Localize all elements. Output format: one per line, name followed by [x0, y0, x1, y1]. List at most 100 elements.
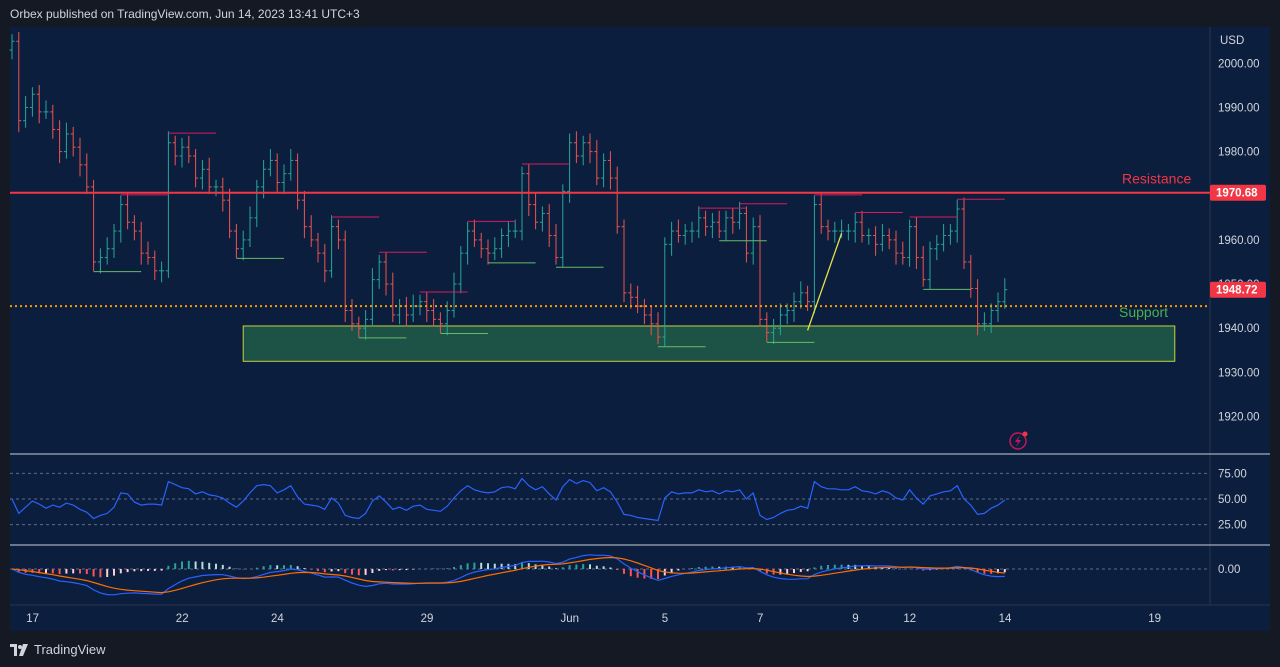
ohlc-bar [716, 210, 722, 239]
ohlc-bar [886, 228, 892, 250]
ohlc-bar [764, 312, 770, 342]
time-tick-label: 14 [999, 613, 1012, 625]
ohlc-bar [811, 195, 817, 314]
ohlc-bar [539, 206, 545, 232]
ohlc-bar [77, 137, 83, 177]
time-tick-label: 19 [1148, 613, 1161, 625]
ohlc-bar [322, 243, 328, 283]
ohlc-bar [601, 153, 607, 188]
ohlc-bar [369, 268, 375, 327]
ohlc-bar [757, 215, 763, 327]
ohlc-bar [227, 188, 233, 239]
support-zone-rect [242, 325, 1176, 362]
ohlc-bar [696, 206, 702, 239]
support-zone[interactable] [242, 325, 1176, 362]
ohlc-bar [152, 250, 158, 281]
ohlc-bar [900, 241, 906, 265]
currency-label: USD [1220, 35, 1244, 47]
ohlc-bar [927, 241, 933, 289]
ohlc-bar [954, 199, 960, 243]
alert-icon[interactable] [1009, 431, 1028, 450]
ohlc-bar [383, 252, 389, 296]
time-scale-background [10, 605, 1270, 631]
ohlc-bar [63, 122, 69, 159]
ohlc-bar [675, 219, 681, 243]
horizontal-levels[interactable] [10, 191, 1210, 308]
ohlc-bar [941, 224, 947, 252]
ohlc-bar [628, 283, 634, 309]
ohlc-bar [478, 232, 484, 258]
ohlc-bar [29, 87, 35, 117]
ohlc-bar [84, 153, 90, 194]
ohlc-bar [159, 261, 165, 283]
ohlc-bar [832, 221, 838, 243]
ohlc-bar [737, 201, 743, 230]
ohlc-bar [825, 219, 831, 241]
ohlc-bar [172, 135, 178, 166]
price-tick-label: 1960.00 [1218, 235, 1260, 247]
ohlc-bar [57, 120, 63, 164]
ohlc-bar [131, 215, 137, 241]
macd-signal-line [11, 556, 1005, 594]
ohlc-bar [682, 224, 688, 245]
ohlc-bar [873, 226, 879, 256]
ohlc-bar [138, 221, 144, 265]
ohlc-bar [118, 195, 124, 243]
time-tick-label: 24 [271, 613, 284, 625]
ohlc-bar [125, 193, 131, 230]
ohlc-bar [669, 221, 675, 256]
ohlc-bar [437, 312, 443, 334]
tradingview-brand[interactable]: TradingView [10, 642, 106, 657]
ohlc-bar [703, 210, 709, 236]
rsi-tick-label: 50.00 [1218, 494, 1247, 506]
ohlc-bar [866, 228, 872, 245]
rsi-pane: 75.00 50.00 25.00 [10, 468, 1247, 532]
ohlc-bar [145, 241, 151, 265]
ohlc-bar [662, 237, 668, 347]
pivot-levels [93, 132, 1005, 348]
ohlc-bar [424, 292, 430, 323]
ohlc-bar [417, 294, 423, 316]
ohlc-bar [519, 166, 525, 241]
ohlc-bar [512, 219, 518, 239]
tradingview-logo-icon [10, 643, 28, 656]
ohlc-bar [845, 224, 851, 241]
ohlc-bar [465, 221, 471, 265]
ohlc-bar [9, 34, 15, 60]
ohlc-bar [104, 237, 110, 265]
ohlc-bar [784, 303, 790, 325]
publisher-line: Orbex published on TradingView.com, Jun … [10, 7, 360, 21]
ohlc-bar [199, 159, 205, 190]
last-price-tag: 1948.72 [1210, 281, 1266, 298]
tradingview-brand-text: TradingView [34, 642, 106, 657]
ohlc-bar [621, 219, 627, 303]
price-tick-label: 2000.00 [1218, 58, 1260, 70]
ohlc-bar [376, 254, 382, 289]
ohlc-bar [546, 204, 552, 247]
ohlc-bar [240, 230, 246, 261]
ohlc-bar [70, 126, 76, 157]
trendline[interactable] [806, 233, 843, 331]
ohlc-bar [689, 221, 695, 243]
ohlc-bar [723, 210, 729, 241]
ohlc-bar [485, 239, 491, 265]
ohlc-bar [567, 133, 573, 203]
ohlc-bar [573, 131, 579, 164]
trendline-segment [806, 233, 843, 331]
ohlc-bar [859, 210, 865, 243]
ohlc-bar [220, 177, 226, 212]
ohlc-bar [805, 285, 811, 311]
price-tick-label: 1920.00 [1218, 411, 1260, 423]
ohlc-bar [499, 228, 505, 258]
last-price-tag-text: 1948.72 [1216, 285, 1258, 297]
ohlc-bar [580, 135, 586, 166]
ohlc-bar [295, 153, 301, 210]
plot-background [10, 27, 1210, 605]
ohlc-bar [193, 148, 199, 188]
resistance-price-tag: 1970.68 [1210, 184, 1266, 201]
time-tick-label: Jun [561, 613, 580, 625]
ohlc-bar [526, 164, 532, 217]
ohlc-bar [893, 230, 899, 265]
ohlc-bar [920, 246, 926, 287]
